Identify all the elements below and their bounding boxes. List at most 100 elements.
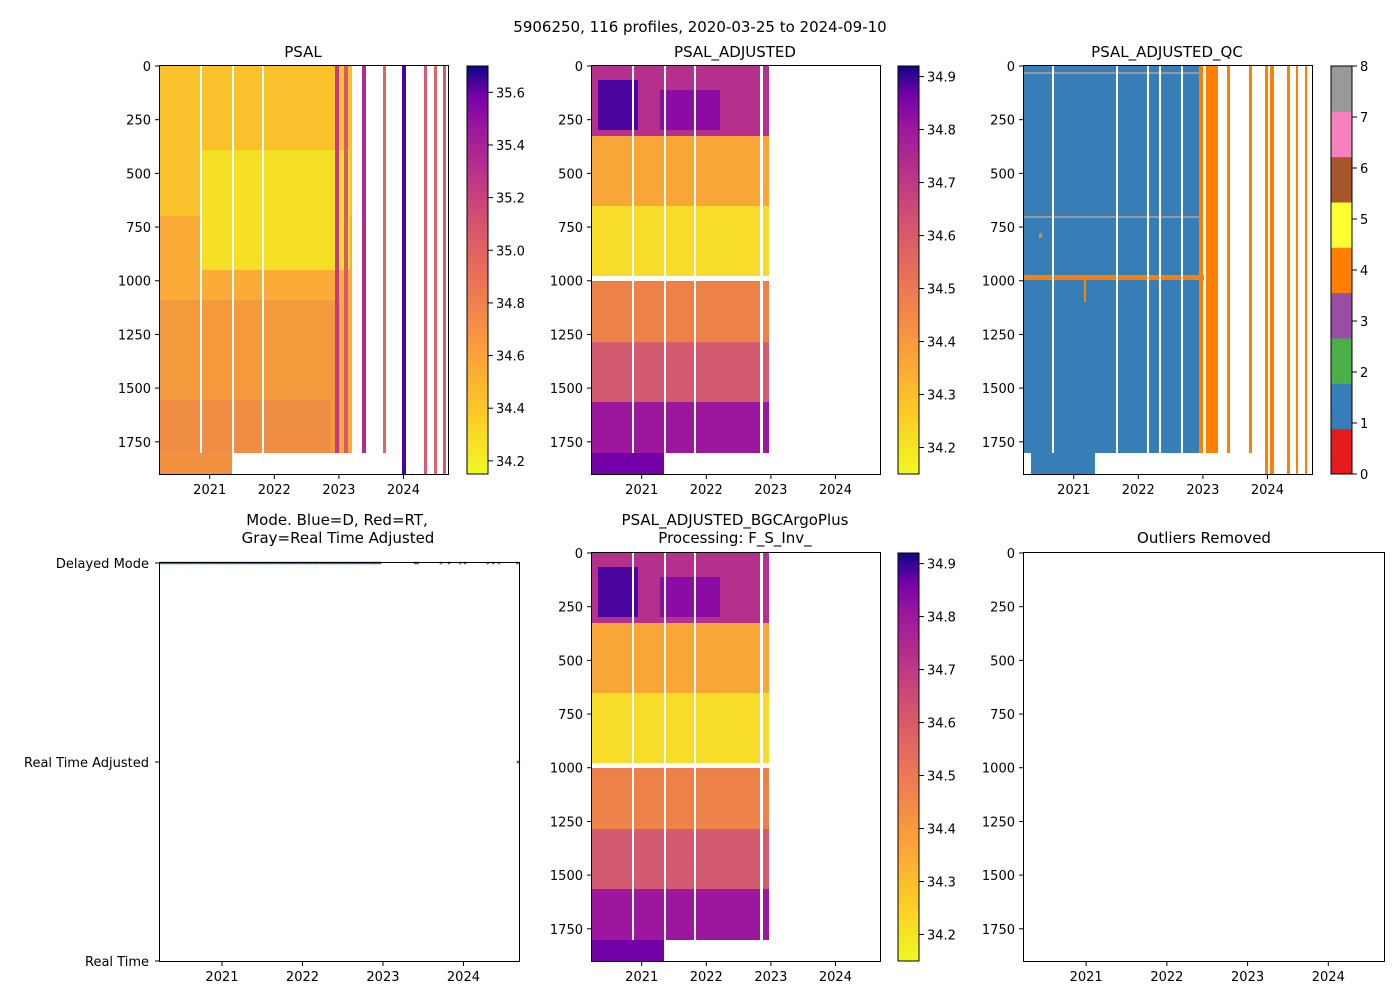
mode-point-adjusted	[516, 760, 520, 764]
y-tick-label: 250	[990, 601, 1015, 616]
y-tick-label: 750	[558, 708, 583, 723]
colorbar-tick-label: 34.8	[927, 124, 956, 139]
y-tick-label: 500	[126, 167, 151, 182]
y-tick-label: 1500	[982, 382, 1015, 397]
y-tick-label: 0	[1007, 60, 1015, 75]
qc-bad-dot	[1039, 233, 1042, 238]
y-tick-label: 1000	[550, 275, 583, 290]
qc-bad-layer	[1024, 275, 1204, 280]
heatmap-missing	[760, 553, 763, 940]
qc-color-swatch	[1331, 247, 1352, 294]
y-tick-label: 1500	[550, 382, 583, 397]
heatmap-missing	[664, 66, 666, 453]
colorbar-bgc: 34.2 34.3 34.4 34.5 34.6 34.7 34.8 34.9	[897, 552, 956, 962]
y-tick-label: 250	[558, 601, 583, 616]
mode-scatter-points	[159, 561, 520, 764]
y-tick-label: 1750	[550, 436, 583, 451]
y-tick-label: 1750	[982, 436, 1015, 451]
y-tick-label: 0	[1007, 547, 1015, 562]
y-tick-label: 0	[575, 547, 583, 562]
heatmap-bgc	[592, 553, 769, 961]
x-tick-label: 2023	[322, 483, 355, 498]
qc-bad-profile	[1227, 66, 1230, 453]
colorbar-tick-label: 6	[1360, 162, 1368, 177]
heatmap-patch	[598, 567, 638, 617]
qc-color-swatch	[1331, 156, 1352, 203]
x-tick-label: 2024	[1251, 483, 1284, 498]
x-tick-label: 2022	[1122, 483, 1155, 498]
qc-gap	[1116, 66, 1118, 453]
x-tick-label: 2022	[286, 970, 319, 985]
panel-mode: Mode. Blue=D, Red=RT, Gray=Real Time Adj…	[24, 511, 520, 985]
y-tick-label: 500	[558, 167, 583, 182]
x-tick-label: 2021	[193, 483, 226, 498]
colorbar-tick-label: 2	[1360, 366, 1368, 381]
axis-frame-mode	[159, 562, 520, 962]
x-axis-psal-adjusted: 2021 2022 2023 2024	[625, 474, 852, 498]
x-tick-label: 2024	[819, 483, 852, 498]
heatmap-missing	[694, 66, 696, 453]
y-tick-label: 1250	[982, 328, 1015, 343]
qc-gap	[1147, 66, 1149, 453]
colorbar-tick-label: 8	[1360, 60, 1368, 75]
x-axis-mode: 2021 2022 2023 2024	[205, 961, 480, 985]
y-axis-bgc: 0 250 500 750 1000 1250 1500 1750	[550, 547, 592, 938]
heatmap-missing	[200, 66, 202, 453]
qc-bad-profile	[1305, 66, 1307, 474]
heatmap-missing	[664, 553, 666, 940]
heatmap-patch	[598, 80, 638, 130]
qc-color-swatch	[1331, 111, 1352, 158]
x-axis-bgc: 2021 2022 2023 2024	[625, 961, 852, 985]
colorbar-gradient	[897, 552, 920, 962]
y-tick-label: 1000	[982, 275, 1015, 290]
heatmap-deepest-layer	[592, 402, 769, 453]
colorbar-tick-label: 34.8	[927, 611, 956, 626]
x-tick-label: 2023	[366, 970, 399, 985]
heatmap-profile	[344, 66, 348, 453]
x-tick-label: 2024	[447, 970, 480, 985]
heatmap-bottom-bin	[160, 453, 232, 474]
qc-color-swatch	[1331, 338, 1352, 384]
colorbar-tick-label: 34.4	[496, 402, 525, 417]
y-tick-label: 1250	[550, 815, 583, 830]
y-tick-label: 750	[990, 221, 1015, 236]
y-tick-label: 500	[990, 654, 1015, 669]
y-axis-mode: Delayed Mode Real Time Adjusted Real Time	[24, 557, 160, 970]
heatmap-core	[592, 693, 769, 763]
x-tick-label: 2022	[690, 970, 723, 985]
heatmap-patch	[660, 577, 720, 617]
panel-title-psal: PSAL	[284, 43, 322, 61]
panel-psal-adjusted-qc: PSAL_ADJUSTED_QC 2021 2	[982, 43, 1368, 498]
panel-title-psal-adjusted-qc: PSAL_ADJUSTED_QC	[1091, 43, 1243, 62]
colorbar-gradient	[897, 65, 920, 475]
y-tick-label: 500	[990, 167, 1015, 182]
axis-frame-bgc	[591, 552, 881, 962]
heatmap-missing-layer	[592, 763, 769, 768]
heatmap-profile	[424, 66, 427, 474]
heatmap-profile	[335, 66, 339, 453]
y-tick-label: 500	[558, 654, 583, 669]
y-axis-outliers: 0 250 500 750 1000 1250 1500 1750	[982, 547, 1024, 938]
colorbar-tick-label: 34.2	[496, 455, 525, 470]
y-tick-label: 0	[575, 60, 583, 75]
colorbar-ticks-psal: 34.2 34.4 34.6 34.8 35.0 35.2 35.4 35.6	[488, 86, 525, 470]
colorbar-psal: 34.2 34.4 34.6 34.8 35.0 35.2 35.4 35.6	[466, 65, 525, 475]
colorbar-ticks-bgc: 34.2 34.3 34.4 34.5 34.6 34.7 34.8 34.9	[919, 558, 956, 944]
y-axis-psal: 0 250 500 750 1000 1250 1500 1750	[118, 60, 160, 451]
qc-gap	[1052, 66, 1054, 453]
heatmap-missing	[632, 66, 634, 453]
x-tick-label: 2023	[1186, 483, 1219, 498]
qc-color-swatch	[1331, 428, 1352, 475]
qc-bad-spike	[1084, 278, 1086, 302]
heatmap-profile	[434, 66, 437, 474]
heatmap-missing	[760, 66, 763, 453]
x-tick-label: 2024	[1312, 970, 1345, 985]
qc-color-swatch	[1331, 292, 1352, 339]
qc-bad-profile	[1287, 66, 1290, 474]
colorbar-tick-label: 34.4	[927, 336, 956, 351]
qc-bottom-bin	[1031, 453, 1095, 474]
panel-psal-adjusted-bgcargoplus: PSAL_ADJUSTED_BGCArgoPlus Processing: F_…	[550, 511, 956, 985]
colorbar-tick-label: 34.9	[927, 558, 956, 573]
colorbar-tick-label: 5	[1360, 213, 1368, 228]
x-tick-label: 2024	[819, 970, 852, 985]
